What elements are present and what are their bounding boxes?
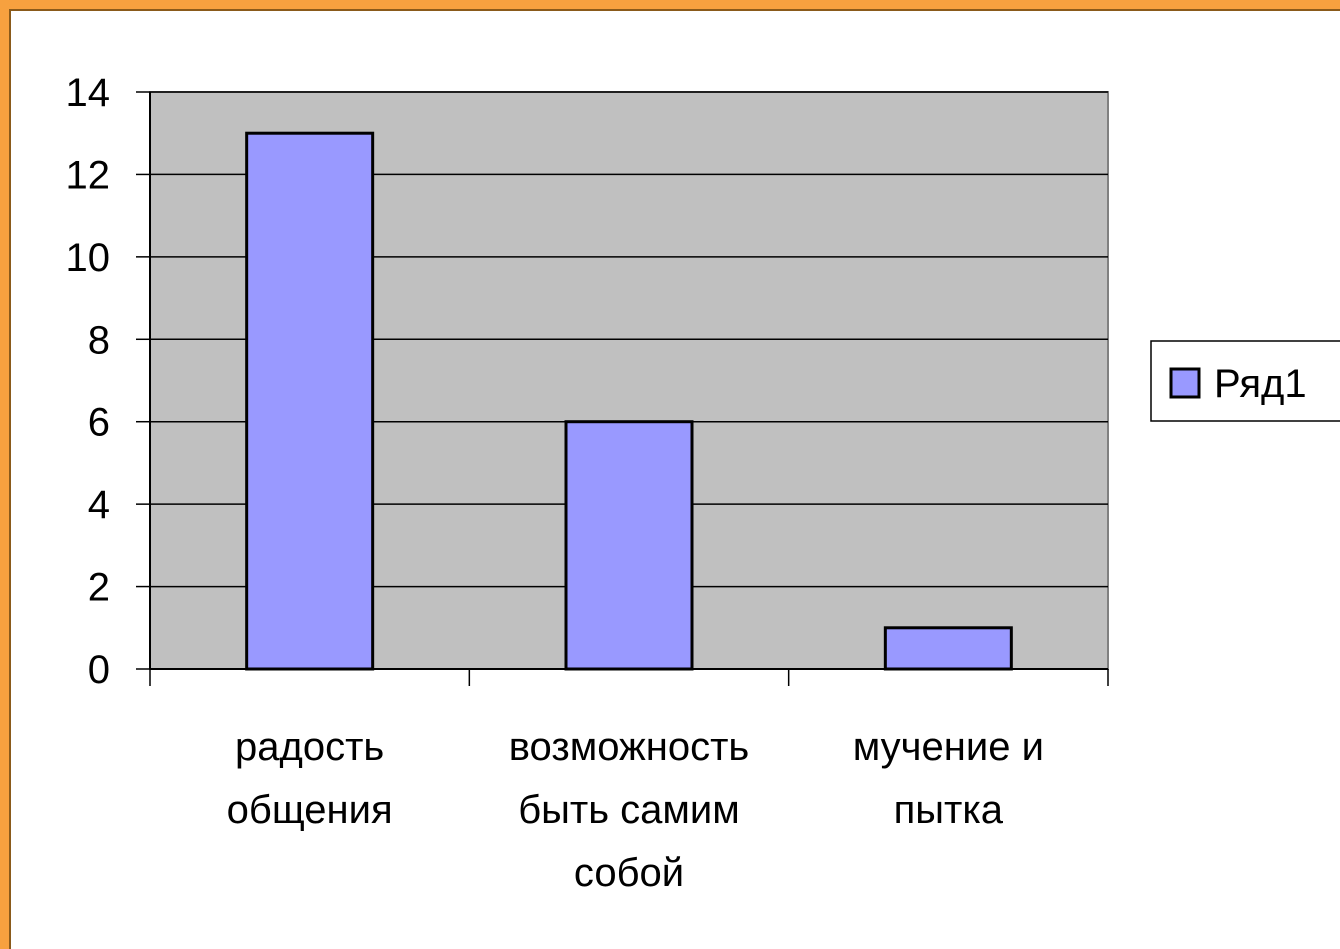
y-tick-label: 14 — [66, 71, 111, 115]
legend-label: Ряд1 — [1214, 362, 1307, 406]
bar — [245, 131, 375, 671]
category-labels: радость общения возможность быть самим собой… — [227, 725, 1044, 895]
y-tick-labels: 0 2 4 6 8 10 12 14 — [66, 71, 111, 692]
legend-swatch — [1169, 367, 1201, 399]
bar — [883, 626, 1013, 671]
axes — [136, 91, 1109, 686]
legend: Ряд1 — [1150, 340, 1340, 422]
y-tick-label: 6 — [88, 401, 110, 445]
y-tick-label: 0 — [88, 648, 110, 692]
y-tick-label: 10 — [66, 236, 111, 280]
category-label: возможность — [509, 725, 750, 769]
y-tick-label: 4 — [88, 483, 110, 527]
y-tick-label: 12 — [66, 153, 111, 197]
category-label: мучение и — [853, 725, 1044, 769]
category-label: собой — [574, 851, 684, 895]
category-label: быть самим — [518, 788, 740, 832]
y-tick-label: 2 — [88, 566, 110, 610]
category-label: общения — [227, 788, 393, 832]
bar — [564, 420, 694, 671]
category-label: радость — [235, 725, 384, 769]
category-label: пытка — [894, 788, 1004, 832]
bars — [245, 131, 1013, 671]
y-tick-label: 8 — [88, 318, 110, 362]
